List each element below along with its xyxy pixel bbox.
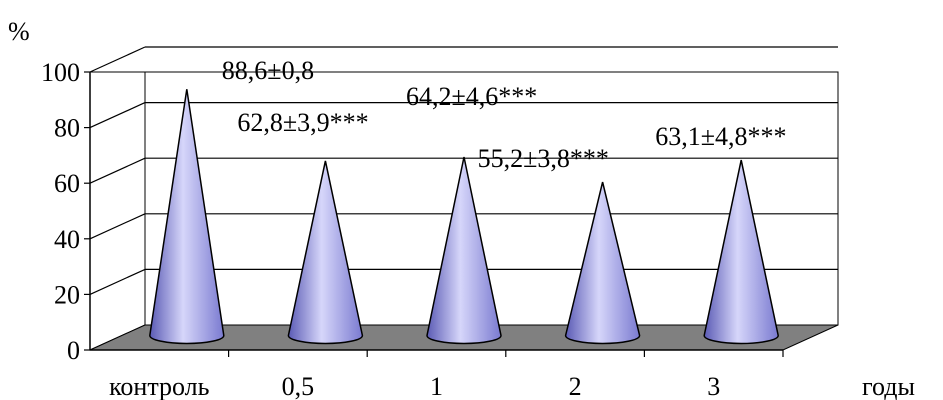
cone-bar — [703, 159, 779, 345]
cone-bar — [287, 160, 364, 345]
cones — [149, 89, 779, 345]
gridline-side — [89, 157, 146, 184]
x-axis-ticks: контроль 0,5 1 2 3 — [109, 350, 784, 400]
gridline-side — [89, 46, 146, 73]
gridline-side — [89, 268, 146, 295]
y-axis-label: % — [8, 17, 30, 46]
x-tick-label: 1 — [430, 372, 443, 400]
x-tick-label: 0,5 — [282, 372, 315, 400]
gridline-side — [89, 213, 146, 240]
gridline-side — [89, 102, 146, 129]
y-tick-label: 60 — [54, 169, 80, 198]
y-tick-label: 0 — [67, 336, 80, 365]
y-tick-label: 40 — [54, 225, 80, 254]
cone-bar — [426, 156, 502, 345]
y-axis-ticks: 0 20 40 60 80 100 — [41, 58, 90, 365]
x-axis-label: годы — [862, 372, 915, 400]
x-tick-label: контроль — [109, 372, 210, 400]
data-label: 64,2±4,6*** — [406, 82, 537, 111]
data-labels: 88,6±0,8 62,8±3,9*** 64,2±4,6*** 55,2±3,8**… — [222, 56, 787, 173]
y-tick-label: 20 — [54, 280, 80, 309]
x-tick-label: 3 — [707, 372, 720, 400]
data-label: 55,2±3,8*** — [478, 144, 609, 173]
data-label: 63,1±4,8*** — [655, 122, 786, 151]
cone-bar — [149, 89, 225, 345]
cone-bar — [564, 181, 641, 345]
y-tick-label: 100 — [41, 58, 80, 87]
data-label: 62,8±3,9*** — [237, 108, 368, 137]
x-tick-label: 2 — [569, 372, 582, 400]
data-label: 88,6±0,8 — [222, 56, 314, 85]
chart-side-wall — [89, 71, 146, 351]
y-tick-label: 80 — [54, 114, 80, 143]
